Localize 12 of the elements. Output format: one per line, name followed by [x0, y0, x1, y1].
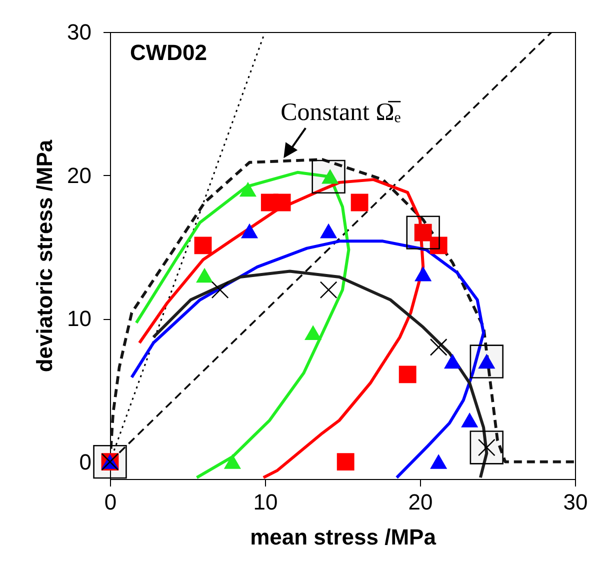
x-tick-label: 0 [104, 490, 117, 514]
annotation: Constant Ω̅ₑ [280, 99, 402, 126]
x-tick-label: 10 [253, 490, 278, 514]
y-tick-label: 30 [67, 20, 92, 44]
chart-title: CWD02 [130, 40, 208, 65]
y-tick-label: 20 [67, 162, 92, 188]
x-axis-title: mean stress /MPa [250, 524, 437, 550]
y-tick-label: 0 [79, 449, 92, 474]
x-tick-label: 20 [408, 490, 433, 514]
x-tick-label: 30 [563, 490, 588, 514]
y-tick-label: 10 [67, 306, 92, 332]
y-axis-title: deviatoric stress /MPa [32, 139, 58, 372]
